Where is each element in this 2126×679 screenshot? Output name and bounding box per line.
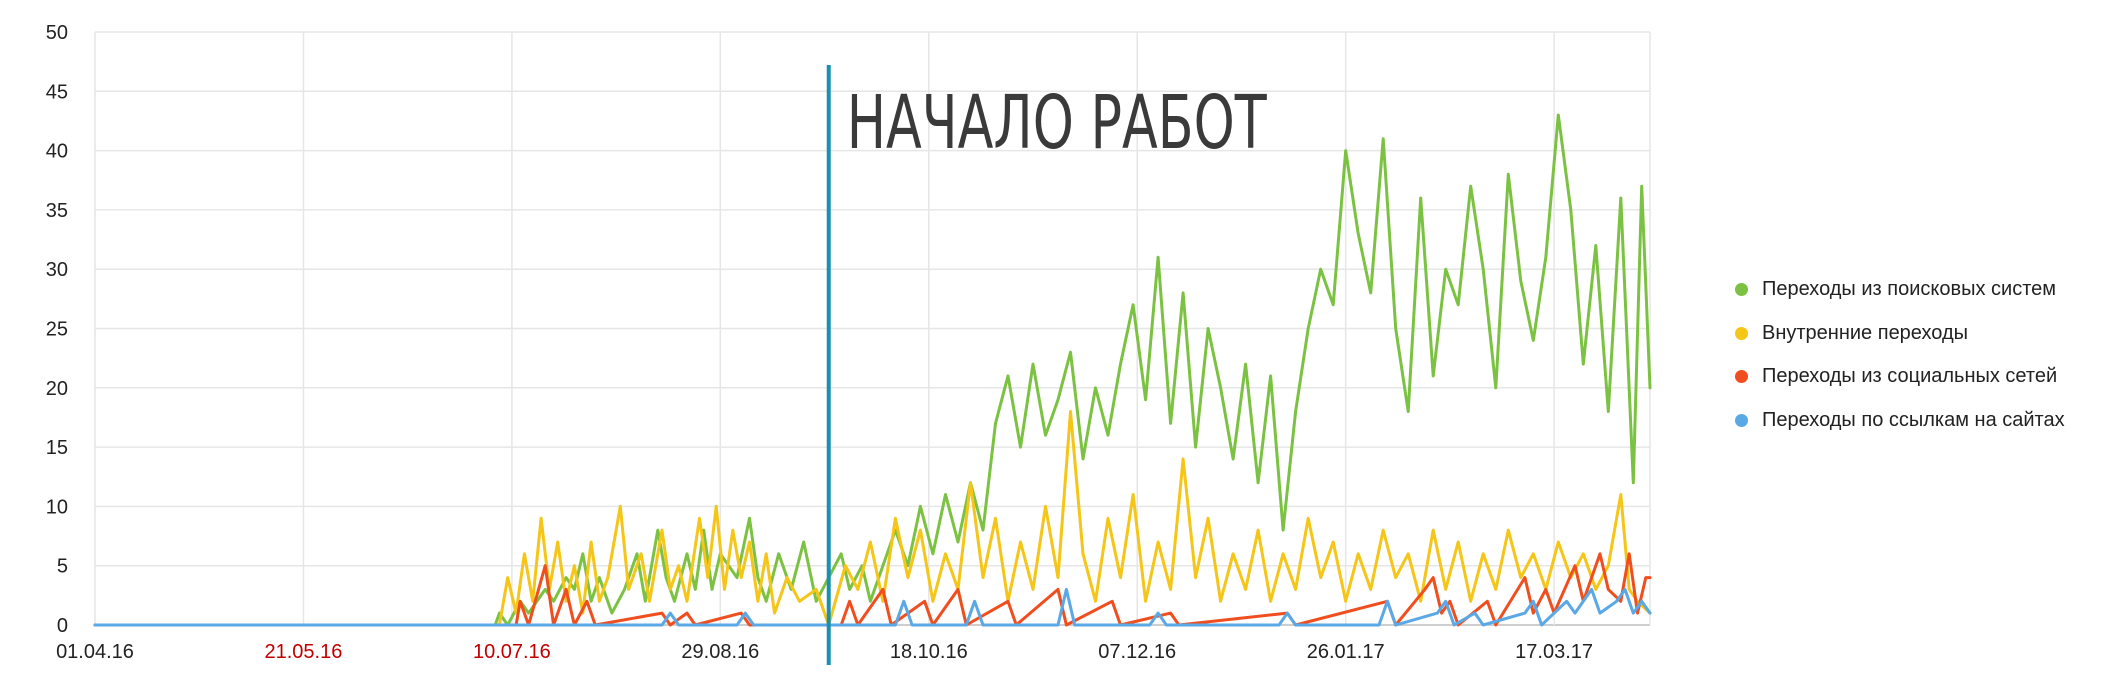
legend-item-search: Переходы из поисковых систем [1735, 268, 2065, 312]
series-line-1 [93, 410, 1652, 627]
y-axis-tick-labels: 0 5 10 15 20 25 30 35 40 45 50 [46, 22, 68, 637]
grid [94, 31, 1651, 626]
legend-label-search: Переходы из поисковых систем [1762, 278, 2057, 301]
y-tick-label: 30 [46, 259, 68, 281]
x-axis-tick-labels: 01.04.16 21.05.16 10.07.16 29.08.16 18.10.16… [56, 641, 1593, 663]
legend-label-internal: Внутренние переходы [1762, 321, 1968, 344]
y-tick-label: 45 [46, 81, 68, 103]
y-tick-label: 35 [46, 200, 68, 222]
x-tick-label: 01.04.16 [56, 641, 134, 663]
y-tick-label: 40 [46, 141, 68, 163]
x-tick-label: 10.07.16 [473, 641, 551, 663]
legend-dot-referral [1735, 413, 1748, 427]
series-line-2 [93, 552, 1652, 627]
x-tick-label: 17.03.17 [1515, 641, 1593, 663]
y-tick-label: 20 [46, 378, 68, 400]
y-tick-label: 50 [46, 22, 68, 44]
y-tick-label: 25 [46, 319, 68, 341]
annotation-label: НАЧАЛО РАБОТ [847, 80, 1268, 166]
series-line-3 [93, 587, 1652, 627]
legend: Переходы из поисковых систем Внутренние … [1735, 268, 2065, 442]
x-tick-label: 26.01.17 [1307, 641, 1385, 663]
y-tick-label: 15 [46, 437, 68, 459]
series-lines [93, 113, 1652, 627]
x-tick-label: 07.12.16 [1098, 641, 1176, 663]
x-tick-label: 29.08.16 [681, 641, 759, 663]
legend-item-referral: Переходы по ссылкам на сайтах [1735, 399, 2065, 443]
x-tick-label: 21.05.16 [265, 641, 343, 663]
y-tick-label: 0 [57, 615, 68, 637]
series-line-0 [93, 113, 1652, 627]
y-tick-label: 5 [57, 556, 68, 578]
y-tick-label: 10 [46, 496, 68, 518]
legend-label-social: Переходы из социальных сетей [1762, 365, 2058, 388]
legend-item-internal: Внутренние переходы [1735, 312, 2065, 356]
legend-dot-search [1735, 283, 1748, 297]
legend-item-social: Переходы из социальных сетей [1735, 355, 2065, 399]
x-tick-label: 18.10.16 [890, 641, 968, 663]
annotation: НАЧАЛО РАБОТ [826, 65, 1268, 665]
legend-label-referral: Переходы по ссылкам на сайтах [1762, 408, 2065, 431]
legend-dot-internal [1735, 326, 1748, 340]
legend-dot-social [1735, 370, 1748, 384]
